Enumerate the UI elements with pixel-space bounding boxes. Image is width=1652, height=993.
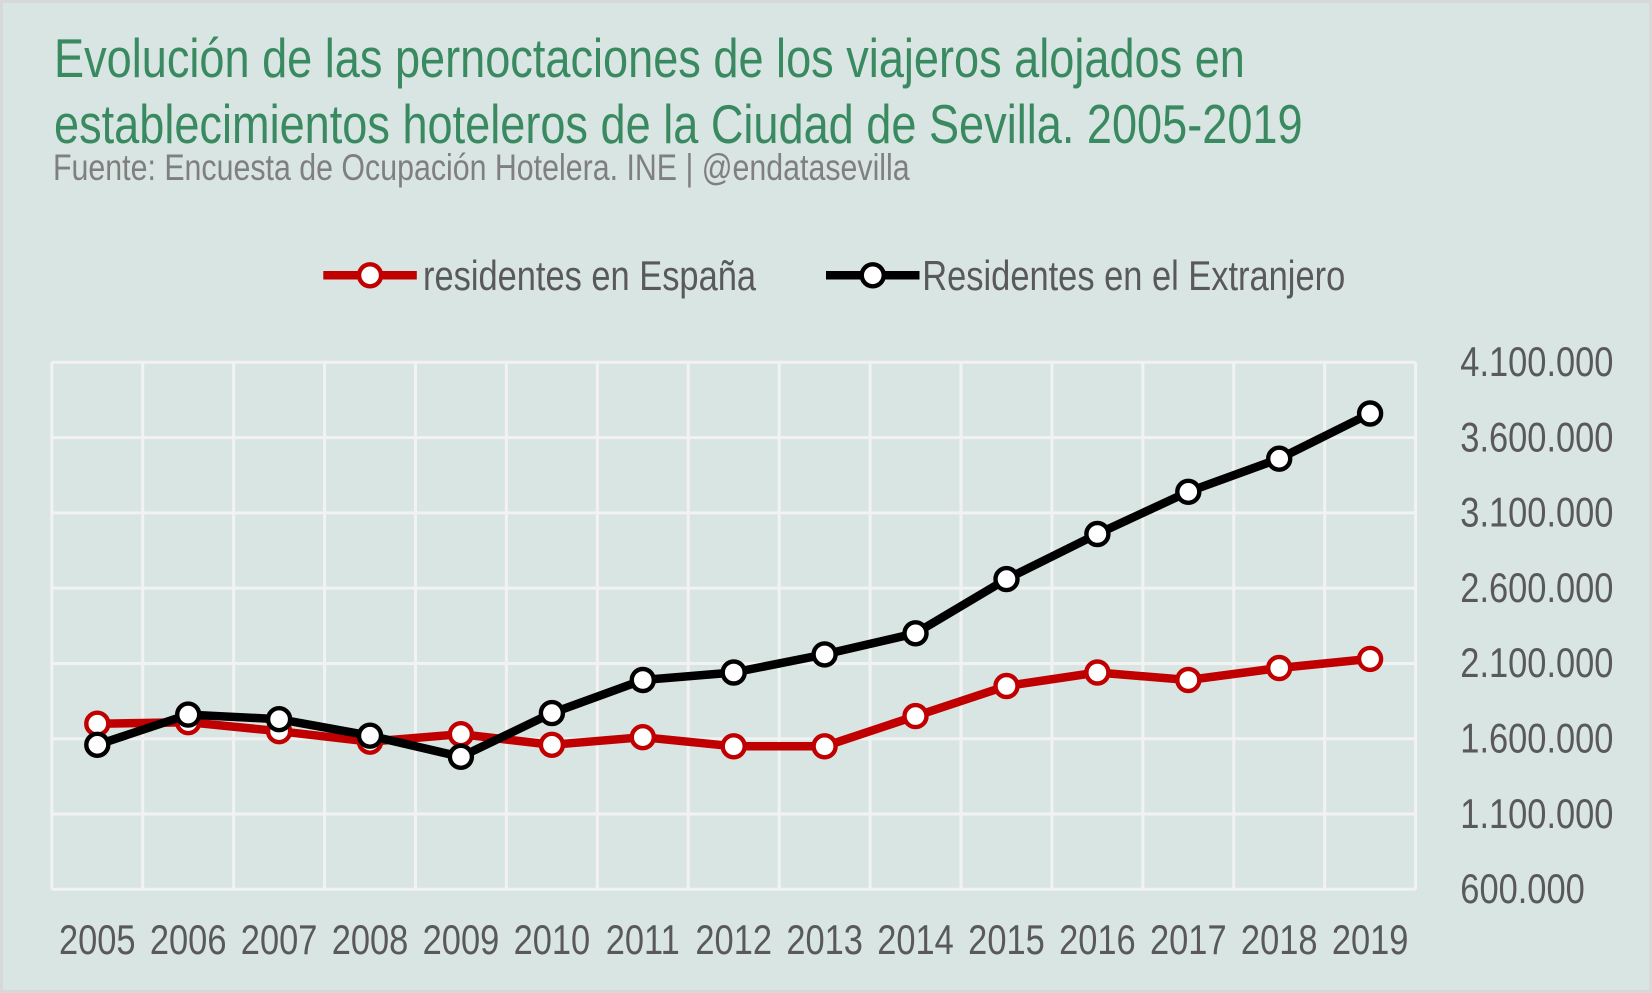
x-tick-label: 2018 bbox=[1241, 917, 1318, 964]
data-point bbox=[1175, 478, 1202, 505]
data-point bbox=[902, 702, 929, 730]
data-point bbox=[811, 641, 838, 668]
data-point bbox=[356, 722, 384, 749]
x-tick-label: 2009 bbox=[423, 917, 500, 964]
legend: residentes en España Residentes en el Ext… bbox=[323, 253, 1345, 300]
series-line-1 bbox=[93, 409, 1375, 762]
plot-area: 600.000 1.100.000 1.600.000 2.100.000 2.600.… bbox=[50, 253, 1613, 964]
data-point bbox=[629, 724, 656, 751]
data-point bbox=[538, 699, 566, 727]
x-tick-label: 2007 bbox=[241, 917, 318, 964]
x-tick-label: 2019 bbox=[1332, 917, 1409, 964]
series-markers-1 bbox=[84, 400, 1384, 770]
y-tick-label: 1.600.000 bbox=[1460, 715, 1613, 762]
data-point bbox=[993, 565, 1020, 593]
data-point bbox=[538, 731, 566, 758]
data-point bbox=[1356, 645, 1384, 673]
x-tick-label: 2011 bbox=[606, 917, 680, 964]
x-tick-label: 2006 bbox=[150, 917, 227, 964]
x-tick-label: 2015 bbox=[968, 917, 1045, 964]
data-point bbox=[1265, 445, 1293, 472]
chart-title: Evolución de las pernoctaciones de los v… bbox=[54, 27, 1303, 155]
x-tick-label: 2010 bbox=[514, 917, 591, 964]
data-point bbox=[1084, 520, 1111, 548]
legend-marker-0-icon bbox=[356, 262, 384, 289]
x-tick-label: 2012 bbox=[695, 917, 772, 964]
data-point bbox=[629, 666, 656, 694]
chart-subtitle: Fuente: Encuesta de Ocupación Hotelera. … bbox=[53, 147, 910, 188]
data-point bbox=[447, 743, 475, 770]
y-tick-label: 3.600.000 bbox=[1460, 414, 1613, 461]
data-point bbox=[902, 620, 929, 647]
data-point bbox=[993, 672, 1020, 700]
data-point bbox=[1175, 666, 1202, 694]
data-point bbox=[174, 701, 202, 728]
data-point bbox=[265, 706, 293, 733]
y-tick-label: 2.600.000 bbox=[1460, 565, 1613, 612]
data-point bbox=[720, 659, 747, 686]
legend-label-0: residentes en España bbox=[423, 253, 757, 300]
legend-label-1: Residentes en el Extranjero bbox=[922, 253, 1345, 300]
y-tick-label: 3.100.000 bbox=[1460, 489, 1613, 536]
x-tick-label: 2017 bbox=[1150, 917, 1227, 964]
data-point bbox=[84, 731, 111, 758]
y-tick-label: 2.100.000 bbox=[1460, 640, 1613, 687]
x-tick-label: 2013 bbox=[786, 917, 863, 964]
x-tick-label: 2005 bbox=[59, 917, 136, 964]
y-tick-label: 1.100.000 bbox=[1460, 791, 1613, 838]
data-point bbox=[1356, 400, 1384, 427]
x-tick-label: 2008 bbox=[332, 917, 409, 964]
data-point bbox=[1084, 659, 1111, 686]
y-tick-label: 4.100.000 bbox=[1460, 339, 1613, 386]
data-point bbox=[447, 721, 475, 748]
data-point bbox=[720, 733, 747, 760]
gridlines bbox=[50, 360, 1418, 891]
legend-marker-1-icon bbox=[859, 262, 886, 289]
data-point bbox=[84, 710, 111, 737]
data-point bbox=[1265, 654, 1293, 682]
x-tick-label: 2014 bbox=[877, 917, 954, 964]
y-tick-label: 600.000 bbox=[1460, 866, 1584, 913]
data-point bbox=[811, 733, 838, 760]
x-tick-label: 2016 bbox=[1059, 917, 1136, 964]
